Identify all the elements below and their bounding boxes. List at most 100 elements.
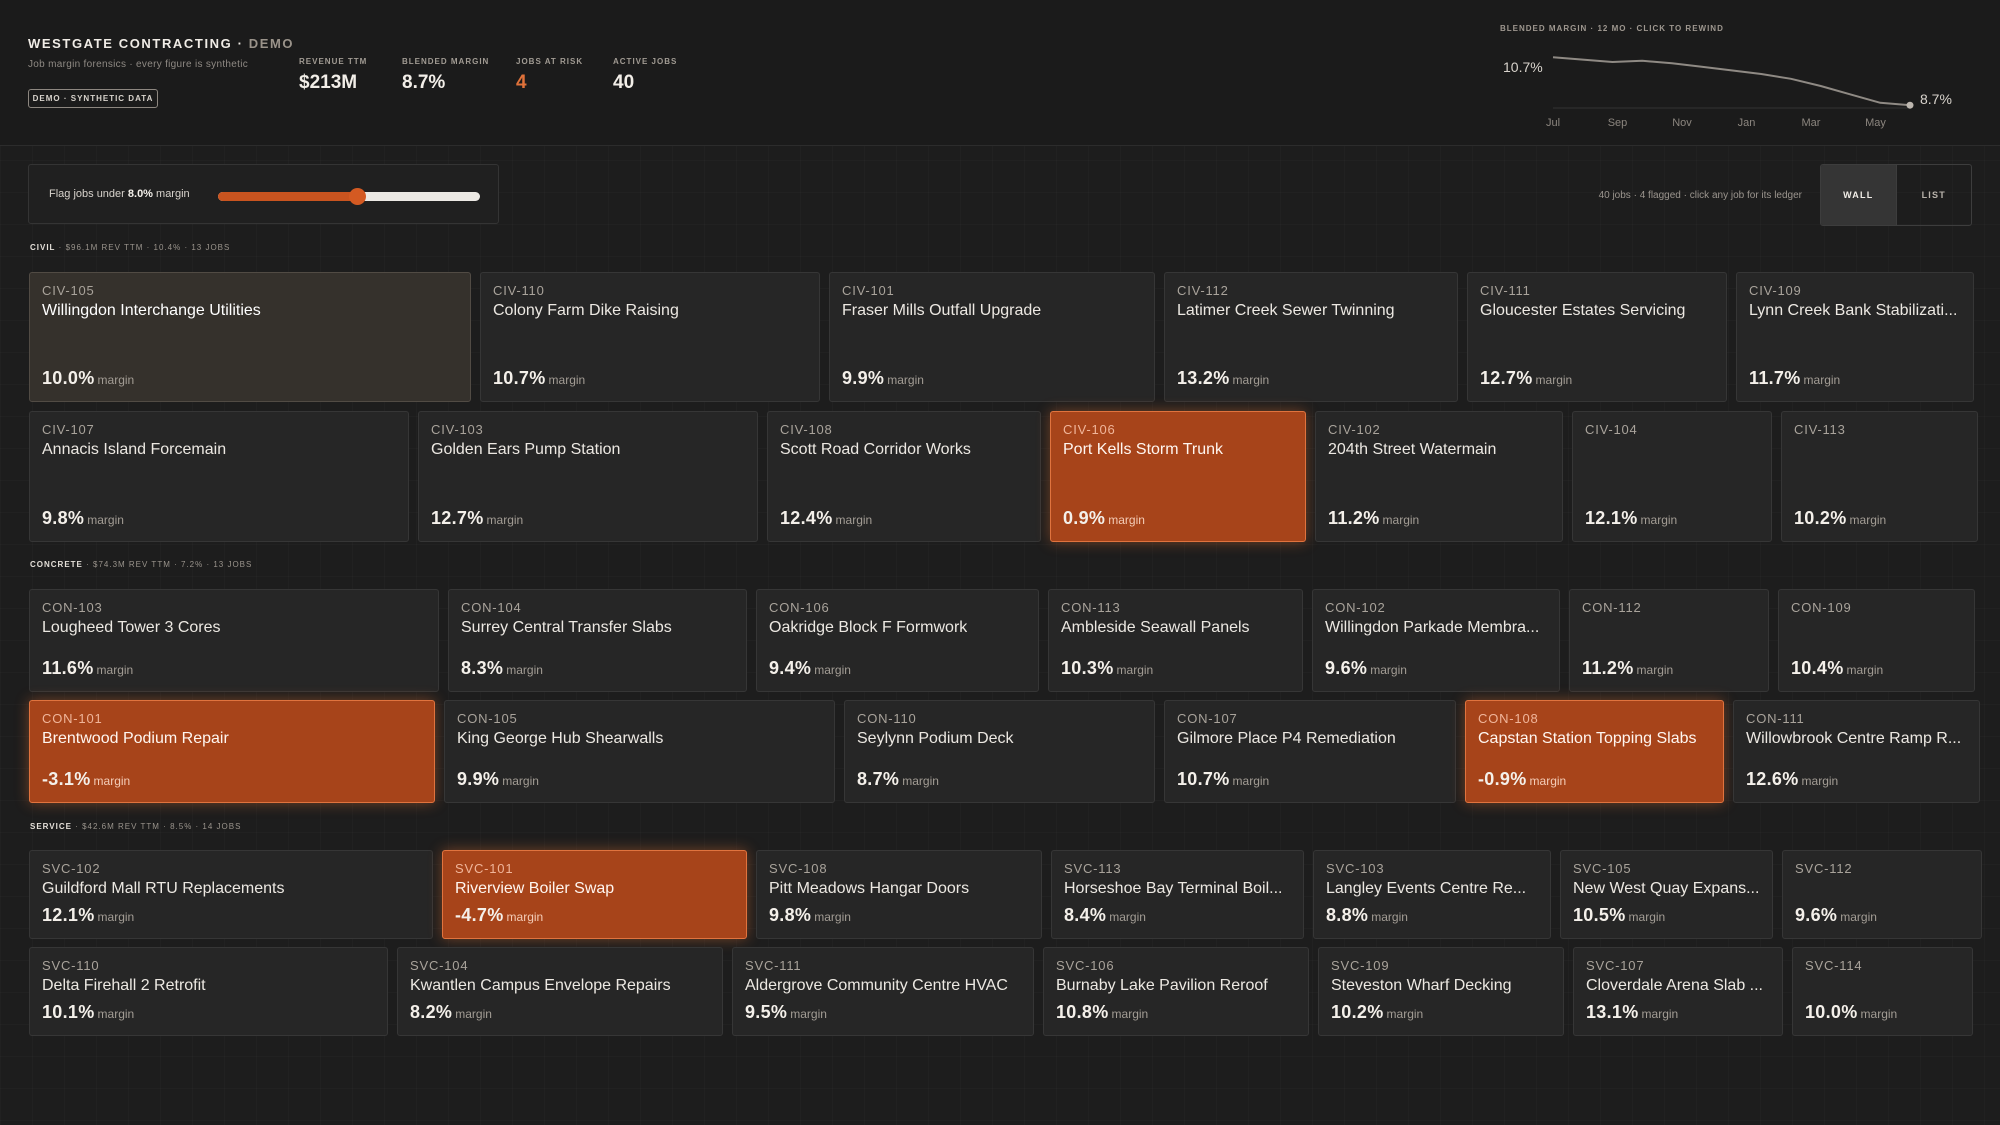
job-tile-svc-114[interactable]: SVC-114 10.0% margin — [1792, 947, 1973, 1036]
job-code: CIV-107 — [42, 422, 95, 437]
job-tile-svc-109[interactable]: SVC-109 Steveston Wharf Decking 10.2% margi… — [1318, 947, 1564, 1036]
job-tile-civ-110[interactable]: CIV-110 Colony Farm Dike Raising 10.7% marg… — [480, 272, 820, 402]
job-margin: 9.4% margin — [769, 658, 851, 679]
job-tile-svc-103[interactable]: SVC-103 Langley Events Centre Re... 8.8% ma… — [1313, 850, 1551, 939]
job-tile-civ-105[interactable]: CIV-105 Willingdon Interchange Utilities 1… — [29, 272, 471, 402]
section-label-civil: CIVIL · $96.1M REV TTM · 10.4% · 13 JOBS — [30, 243, 231, 252]
job-tile-con-113[interactable]: CON-113 Ambleside Seawall Panels 10.3% marg… — [1048, 589, 1303, 692]
app-subtitle: Job margin forensics · every figure is s… — [28, 59, 249, 70]
job-tile-con-111[interactable]: CON-111 Willowbrook Centre Ramp R... 12.6%… — [1733, 700, 1980, 803]
job-margin: 10.0% margin — [1805, 1002, 1897, 1023]
job-tile-civ-113[interactable]: CIV-113 10.2% margin — [1781, 411, 1978, 542]
job-margin-unit: margin — [902, 774, 939, 788]
job-margin-value: 8.3% — [461, 658, 504, 678]
job-tile-con-112[interactable]: CON-112 11.2% margin — [1569, 589, 1769, 692]
job-code: CON-105 — [457, 711, 518, 726]
job-tile-civ-112[interactable]: CIV-112 Latimer Creek Sewer Twinning 13.2%… — [1164, 272, 1458, 402]
job-tile-svc-106[interactable]: SVC-106 Burnaby Lake Pavilion Reroof 10.8%… — [1043, 947, 1309, 1036]
job-margin-unit: margin — [455, 1007, 492, 1021]
job-code: CIV-104 — [1585, 422, 1638, 437]
job-tile-civ-101[interactable]: CIV-101 Fraser Mills Outfall Upgrade 9.9% m… — [829, 272, 1155, 402]
job-tile-con-109[interactable]: CON-109 10.4% margin — [1778, 589, 1975, 692]
job-code: CON-111 — [1746, 711, 1805, 726]
job-margin-unit: margin — [97, 1007, 135, 1021]
job-tile-con-108[interactable]: CON-108 Capstan Station Topping Slabs -0.9… — [1465, 700, 1724, 803]
margin-sparkline[interactable]: 10.7% 8.7% Jul Sep Nov Jan Mar May — [1500, 40, 1970, 140]
job-tile-svc-104[interactable]: SVC-104 Kwantlen Campus Envelope Repairs 8… — [397, 947, 723, 1036]
job-tile-con-110[interactable]: CON-110 Seylynn Podium Deck 8.7% margin — [844, 700, 1155, 803]
job-margin-value: 10.2% — [1331, 1002, 1384, 1022]
job-code: CIV-108 — [780, 422, 833, 437]
job-tile-con-106[interactable]: CON-106 Oakridge Block F Formwork 9.4% marg… — [756, 589, 1039, 692]
job-tile-svc-111[interactable]: SVC-111 Aldergrove Community Centre HVAC 9… — [732, 947, 1034, 1036]
job-margin-value: 10.8% — [1056, 1002, 1109, 1022]
job-tile-civ-102[interactable]: CIV-102 204th Street Watermain 11.2% margin — [1315, 411, 1563, 542]
job-tile-svc-113[interactable]: SVC-113 Horseshoe Bay Terminal Boil... 8.4… — [1051, 850, 1304, 939]
job-tile-con-102[interactable]: CON-102 Willingdon Parkade Membra... 9.6% m… — [1312, 589, 1560, 692]
job-tile-svc-112[interactable]: SVC-112 9.6% margin — [1782, 850, 1982, 939]
job-tile-svc-102[interactable]: SVC-102 Guildford Mall RTU Replacements 12… — [29, 850, 433, 939]
job-code: SVC-107 — [1586, 958, 1645, 973]
job-margin-unit: margin — [1116, 663, 1154, 677]
job-tile-con-101[interactable]: CON-101 Brentwood Podium Repair -3.1% margi… — [29, 700, 435, 803]
job-tile-civ-104[interactable]: CIV-104 12.1% margin — [1572, 411, 1772, 542]
view-wall-button[interactable]: WALL — [1821, 165, 1896, 225]
job-name: Kwantlen Campus Envelope Repairs — [410, 977, 671, 994]
threshold-slider[interactable] — [218, 188, 480, 205]
job-tile-con-105[interactable]: CON-105 King George Hub Shearwalls 9.9% mar… — [444, 700, 835, 803]
job-tile-civ-103[interactable]: CIV-103 Golden Ears Pump Station 12.7% marg… — [418, 411, 758, 542]
job-margin-value: 9.6% — [1325, 658, 1368, 678]
job-tile-civ-106[interactable]: CIV-106 Port Kells Storm Trunk 0.9% margin — [1050, 411, 1306, 542]
job-name: New West Quay Expans... — [1573, 880, 1760, 897]
job-margin: 8.4% margin — [1064, 905, 1146, 926]
job-code: CON-106 — [769, 600, 830, 615]
job-tile-con-107[interactable]: CON-107 Gilmore Place P4 Remediation 10.7%… — [1164, 700, 1456, 803]
job-margin: 8.3% margin — [461, 658, 543, 679]
job-margin-unit: margin — [93, 774, 131, 788]
job-margin-unit: margin — [1382, 513, 1420, 527]
job-code: SVC-105 — [1573, 861, 1632, 876]
job-tile-svc-105[interactable]: SVC-105 New West Quay Expans... 10.5% margi… — [1560, 850, 1773, 939]
job-margin: 9.6% margin — [1325, 658, 1407, 679]
job-tile-con-103[interactable]: CON-103 Lougheed Tower 3 Cores 11.6% margin — [29, 589, 439, 692]
job-name: Gloucester Estates Servicing — [1480, 302, 1686, 319]
job-tile-svc-108[interactable]: SVC-108 Pitt Meadows Hangar Doors 9.8% marg… — [756, 850, 1042, 939]
sparkline-month-label: May — [1865, 117, 1886, 129]
job-margin-unit: margin — [1860, 1007, 1898, 1021]
sparkline-month-label: Sep — [1608, 117, 1628, 129]
app-title: WESTGATE CONTRACTING · DEMO — [28, 36, 295, 51]
job-tile-con-104[interactable]: CON-104 Surrey Central Transfer Slabs 8.3%… — [448, 589, 747, 692]
section-label-service: SERVICE · $42.6M REV TTM · 8.5% · 14 JOB… — [30, 822, 242, 831]
job-margin-unit: margin — [548, 373, 586, 387]
view-list-button[interactable]: LIST — [1895, 165, 1972, 225]
kpi-blended-margin: BLENDED MARGIN 8.7% — [402, 57, 490, 93]
job-margin: 10.7% margin — [493, 368, 585, 389]
job-tile-svc-107[interactable]: SVC-107 Cloverdale Arena Slab ... 13.1% mar… — [1573, 947, 1783, 1036]
job-name: Pitt Meadows Hangar Doors — [769, 880, 970, 897]
job-margin-unit: margin — [1371, 910, 1408, 924]
job-name: Aldergrove Community Centre HVAC — [745, 977, 1008, 994]
job-name: 204th Street Watermain — [1328, 441, 1497, 458]
job-tile-civ-108[interactable]: CIV-108 Scott Road Corridor Works 12.4% mar… — [767, 411, 1041, 542]
job-margin: 8.2% margin — [410, 1002, 492, 1023]
job-margin-value: 10.5% — [1573, 905, 1626, 925]
job-margin-value: 10.3% — [1061, 658, 1114, 678]
job-margin-unit: margin — [1640, 513, 1678, 527]
job-code: SVC-108 — [769, 861, 828, 876]
job-margin-value: 12.7% — [431, 508, 484, 528]
job-code: SVC-114 — [1805, 958, 1863, 973]
job-tile-civ-107[interactable]: CIV-107 Annacis Island Forcemain 9.8% margi… — [29, 411, 409, 542]
job-tile-svc-101[interactable]: SVC-101 Riverview Boiler Swap -4.7% margin — [442, 850, 747, 939]
job-margin-value: 0.9% — [1063, 508, 1106, 528]
job-margin: 12.7% margin — [1480, 368, 1572, 389]
job-tile-svc-110[interactable]: SVC-110 Delta Firehall 2 Retrofit 10.1% mar… — [29, 947, 388, 1036]
job-name: Lynn Creek Bank Stabilizati... — [1749, 302, 1958, 319]
job-margin-unit: margin — [97, 910, 135, 924]
job-margin: -0.9% margin — [1478, 769, 1566, 790]
sparkline-start-label: 10.7% — [1503, 59, 1543, 75]
job-tile-civ-109[interactable]: CIV-109 Lynn Creek Bank Stabilizati... 11.… — [1736, 272, 1974, 402]
job-tile-civ-111[interactable]: CIV-111 Gloucester Estates Servicing 12.7%… — [1467, 272, 1727, 402]
kpi-active-jobs: ACTIVE JOBS 40 — [613, 57, 678, 93]
threshold-slider-thumb[interactable] — [348, 188, 366, 205]
job-code: SVC-111 — [745, 958, 802, 973]
